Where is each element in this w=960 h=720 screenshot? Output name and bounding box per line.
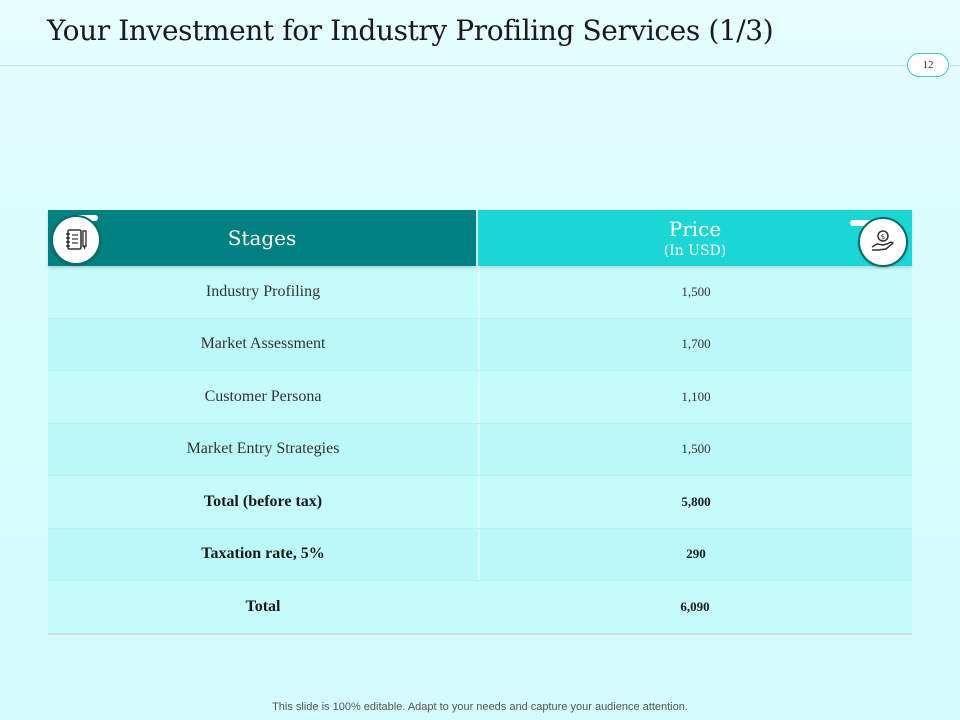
table-row-total: Total 6,090 — [48, 581, 912, 635]
price-cell: 290 — [686, 546, 706, 562]
footer-note: This slide is 100% editable. Adapt to yo… — [272, 701, 688, 713]
price-cell: 1,700 — [681, 336, 711, 352]
header-price-label: Price — [668, 217, 722, 241]
price-cell: 1,500 — [681, 283, 711, 299]
table-header: Stages Price (In USD) $ — [48, 210, 912, 267]
stage-cell: Industry Profiling — [48, 266, 480, 318]
title-divider — [0, 65, 960, 66]
page-number-badge: 12 — [907, 53, 949, 77]
header-stages-label: Stages — [227, 226, 297, 250]
price-cell: 1,500 — [681, 441, 711, 457]
notebook-pen-icon — [51, 215, 101, 265]
table-row: Taxation rate, 5% 290 — [48, 528, 912, 581]
stage-cell: Customer Persona — [48, 371, 480, 423]
header-price: Price (In USD) $ — [478, 210, 912, 267]
stage-cell: Total (before tax) — [48, 476, 480, 528]
hand-money-icon: $ — [858, 217, 908, 267]
stage-cell: Taxation rate, 5% — [48, 528, 480, 580]
table-row: Total (before tax) 5,800 — [48, 476, 912, 529]
table-row: Market Entry Strategies 1,500 — [48, 423, 912, 476]
stage-cell: Total — [245, 597, 281, 615]
header-price-unit: (In USD) — [663, 243, 727, 259]
table-row: Market Assessment 1,700 — [48, 318, 912, 371]
price-cell: 6,090 — [680, 598, 710, 614]
header-stages: Stages — [48, 210, 476, 266]
slide-title: Your Investment for Industry Profiling S… — [47, 14, 774, 47]
svg-text:$: $ — [881, 233, 885, 241]
price-cell: 1,100 — [681, 388, 711, 404]
table-row: Industry Profiling 1,500 — [48, 266, 912, 319]
stage-cell: Market Assessment — [48, 318, 480, 370]
pricing-table: Stages Price (In USD) $ Industry Profili… — [48, 210, 912, 635]
table-row: Customer Persona 1,100 — [48, 371, 912, 424]
price-cell: 5,800 — [681, 493, 711, 509]
badge-tab — [850, 220, 872, 226]
stage-cell: Market Entry Strategies — [48, 423, 480, 475]
